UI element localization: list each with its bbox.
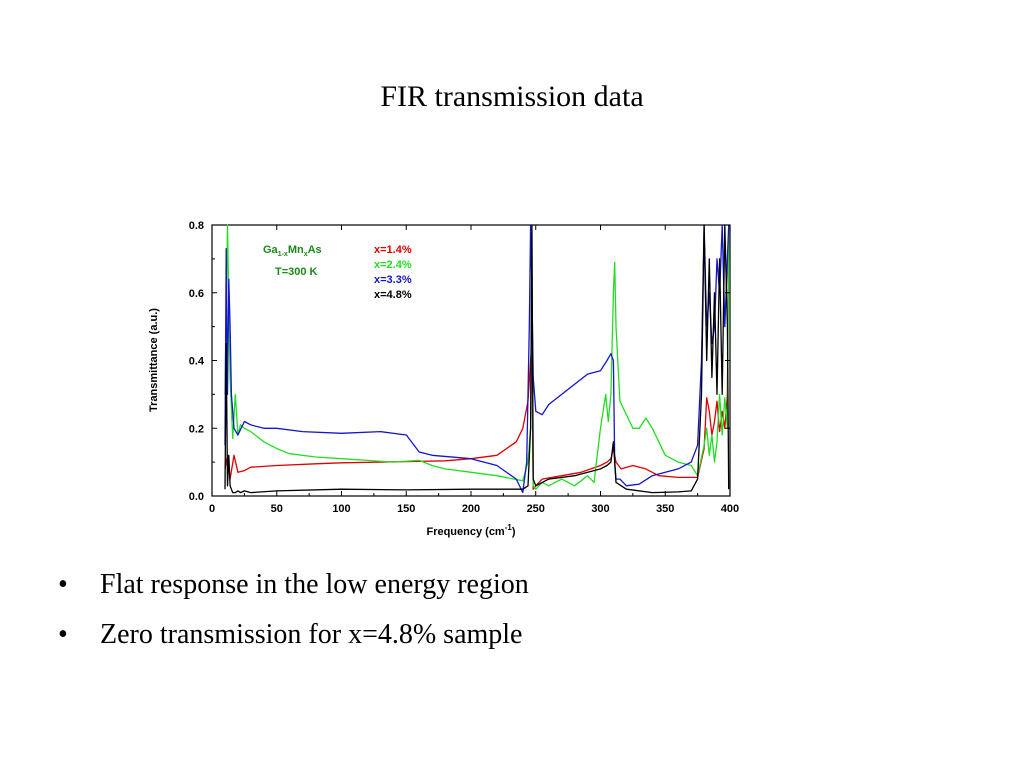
x-tick-label: 200: [462, 503, 480, 515]
series-layer: [224, 224, 730, 494]
legend-entry-4: x=4.8%: [374, 289, 412, 301]
x-axis-label-sup: -1: [505, 523, 513, 532]
x-tick-label: 0: [209, 503, 215, 515]
bullet-glyph: •: [58, 569, 68, 600]
y-tick-label: 0.0: [189, 491, 204, 503]
legend-entry-3: x=3.3%: [374, 274, 412, 286]
y-axis-label: Transmittance (a.u.): [148, 308, 160, 412]
x-tick-label: 50: [271, 503, 283, 515]
x-axis-label: Frequency (cm-1): [426, 523, 515, 538]
material-annotation: Ga1-xMnxAs T=300 K: [263, 244, 322, 278]
x-tick-label: 300: [591, 503, 609, 515]
y-tick-label: 0.6: [189, 288, 204, 300]
bullet-list: • Flat response in the low energy region …: [58, 560, 958, 660]
x-tick-label: 150: [397, 503, 415, 515]
temperature-label: T=300 K: [275, 266, 318, 278]
x-tick-label: 100: [332, 503, 350, 515]
slide-title: FIR transmission data: [380, 80, 644, 113]
legend-entry-2: x=2.4%: [374, 259, 412, 271]
transmission-chart: 0 50 100 150 200 250 300 350 400 0.0 0.2 0.4 0.6 0.8…: [135, 205, 755, 545]
series-line-1: [224, 224, 730, 490]
x-tick-label: 250: [527, 503, 545, 515]
bullet-text: Flat response in the low energy region: [100, 569, 529, 600]
x-tick-label: 400: [721, 503, 739, 515]
series-line-2: [224, 224, 730, 490]
bullet-glyph: •: [58, 619, 68, 650]
legend: x=1.4% x=2.4% x=3.3% x=4.8%: [374, 244, 412, 301]
bullet-item: • Flat response in the low energy region: [58, 560, 958, 610]
x-axis: 0 50 100 150 200 250 300 350 400: [209, 225, 739, 515]
x-tick-label: 350: [656, 503, 674, 515]
material-label: Ga1-xMnxAs: [263, 244, 322, 258]
series-line-4: [224, 224, 730, 494]
y-tick-label: 0.4: [189, 356, 205, 368]
y-tick-label: 0.2: [189, 423, 204, 435]
bullet-item: • Zero transmission for x=4.8% sample: [58, 610, 958, 660]
bullet-text: Zero transmission for x=4.8% sample: [100, 619, 523, 650]
chart-svg: 0 50 100 150 200 250 300 350 400 0.0 0.2 0.4 0.6 0.8…: [148, 220, 739, 538]
legend-entry-1: x=1.4%: [374, 244, 412, 256]
y-tick-label: 0.8: [189, 220, 204, 232]
y-axis: 0.0 0.2 0.4 0.6 0.8: [189, 220, 730, 503]
